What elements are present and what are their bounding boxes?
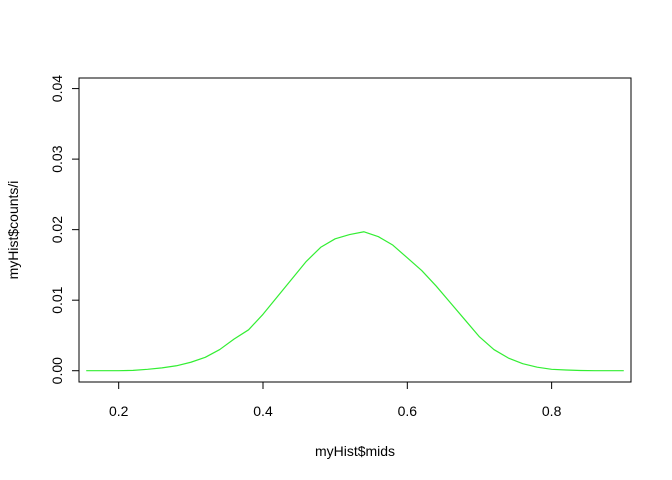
x-tick-label: 0.4	[253, 403, 273, 419]
y-axis-label: myHist$counts/i	[5, 181, 21, 280]
x-tick-label: 0.2	[109, 403, 129, 419]
series-line	[86, 231, 624, 372]
x-tick-label: 0.6	[398, 403, 418, 419]
y-tick-label: 0.03	[49, 145, 65, 172]
x-axis-label: myHist$mids	[315, 443, 395, 459]
plot-frame	[78, 77, 632, 383]
x-axis: 0.2 0.4 0.6 0.8	[109, 381, 562, 419]
y-axis: 0.00 0.01 0.02 0.03 0.04	[49, 75, 80, 384]
series-layer	[86, 231, 624, 372]
y-tick-label: 0.01	[49, 286, 65, 313]
y-tick-label: 0.02	[49, 216, 65, 243]
y-tick-label: 0.04	[49, 75, 65, 102]
x-tick-label: 0.8	[542, 403, 562, 419]
y-tick-label: 0.00	[49, 357, 65, 384]
